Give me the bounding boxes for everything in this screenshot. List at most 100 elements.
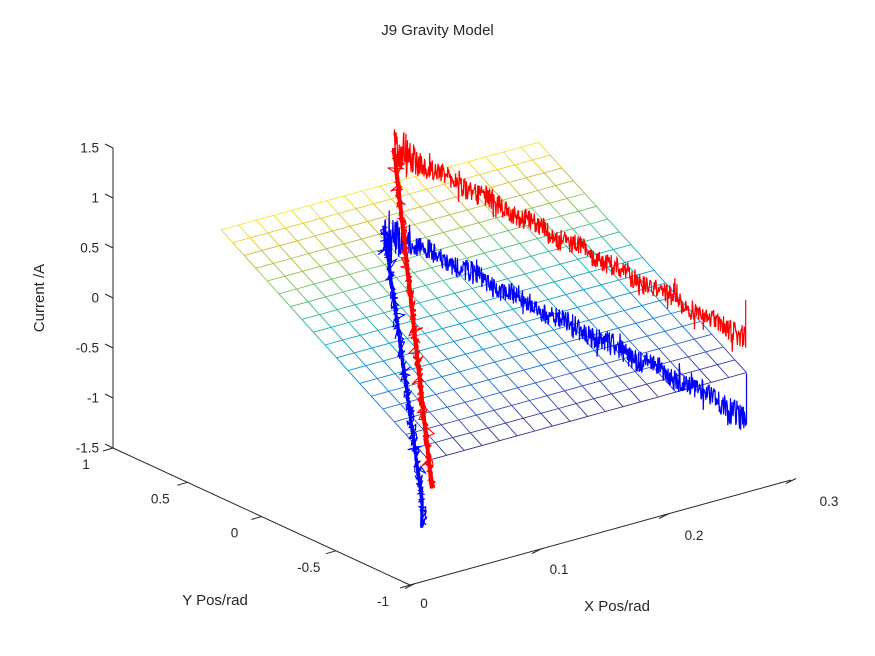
mesh-col-segment — [594, 350, 607, 364]
mesh-col-segment — [470, 384, 483, 398]
mesh-col-segment — [454, 292, 467, 307]
tick-labels: 1.510.50-0.5-1-1.510.50-0.5-1 00.10.20.3 — [76, 141, 839, 612]
mesh-col-segment — [308, 205, 322, 219]
mesh-col-segment — [612, 249, 626, 263]
mesh-col-segment — [560, 263, 573, 278]
mesh-col-segment — [429, 411, 442, 426]
mesh-col-segment — [418, 350, 431, 365]
y-axis-label: Y Pos/rad — [182, 592, 248, 609]
mesh-col-segment — [418, 302, 432, 317]
mesh-col-segment — [447, 358, 460, 373]
mesh-col-segment — [482, 397, 495, 411]
mesh-col-segment — [378, 281, 391, 296]
y-tick — [325, 550, 336, 555]
mesh-col-segment — [578, 210, 591, 225]
x-tick — [531, 548, 543, 554]
mesh-col-segment — [348, 322, 361, 336]
mesh-col-segment — [448, 310, 461, 325]
mesh-col-segment — [477, 318, 490, 333]
mesh-col-segment — [561, 167, 574, 182]
mesh-col-segment — [513, 260, 526, 275]
axes — [102, 143, 797, 589]
z-tick — [104, 343, 114, 349]
mesh-col-segment — [611, 393, 624, 408]
trace-steep-fuzz — [387, 151, 437, 488]
mesh-col-segment — [500, 344, 513, 358]
mesh-col-segment — [314, 235, 327, 250]
mesh-col-segment — [566, 198, 580, 212]
mesh-col-segment — [549, 154, 563, 169]
mesh-col-segment — [525, 225, 538, 239]
mesh-col-segment — [377, 330, 390, 344]
mesh-col-segment — [319, 266, 333, 280]
mesh-col-segment — [693, 338, 707, 353]
mesh-col-segment — [634, 371, 648, 385]
mesh-col-segment — [442, 328, 455, 342]
mesh-col-segment — [261, 250, 274, 264]
mesh-col-segment — [319, 314, 332, 328]
mesh-col-segment — [629, 292, 643, 306]
mesh-col-segment — [431, 267, 444, 281]
mesh-col-segment — [336, 357, 349, 371]
mesh-col-segment — [296, 288, 309, 303]
mesh-col-segment — [464, 401, 477, 416]
y-tick-label: 0.5 — [151, 491, 170, 506]
mesh-col-segment — [313, 283, 326, 298]
mesh-col-segment — [471, 288, 485, 302]
z-tick — [104, 443, 114, 449]
mesh-col-segment — [354, 304, 367, 318]
mesh-col-segment — [266, 280, 280, 295]
mesh-col-segment — [372, 251, 385, 266]
mesh-col-segment — [490, 235, 503, 249]
mesh-col-segment — [646, 383, 659, 398]
mesh-col-segment — [528, 400, 542, 414]
mesh-col-segment — [337, 261, 350, 275]
mesh-col-segment — [495, 265, 508, 280]
mesh-col-segment — [383, 360, 396, 375]
mesh-col-segment — [343, 243, 356, 258]
mesh-col-segment — [331, 230, 345, 245]
mesh-col-segment — [642, 257, 655, 271]
mesh-col-segment — [572, 180, 586, 194]
mesh-col-segment — [465, 353, 478, 368]
mesh-col-segment — [593, 398, 606, 412]
mesh-col-segment — [711, 333, 724, 348]
mesh-col-segment — [518, 339, 531, 353]
mesh-col-segment — [605, 363, 618, 377]
mesh-col-segment — [431, 219, 444, 233]
mesh-col-segment — [458, 419, 471, 434]
mesh-col-segment — [628, 388, 641, 403]
mesh-col-segment — [547, 347, 560, 361]
trace-sweep-segment — [393, 129, 747, 352]
z-tick — [104, 393, 114, 399]
x-tick-label: 0.1 — [550, 562, 569, 577]
mesh-col-segment — [446, 406, 460, 421]
mesh-col-segment — [452, 389, 466, 403]
mesh-col-segment — [359, 383, 372, 397]
mesh-col-segment — [425, 285, 438, 299]
mesh-col-segment — [473, 191, 486, 206]
mesh-col-segment — [522, 417, 536, 432]
mesh-col-segment — [499, 392, 513, 406]
x-axis-label: X Pos/rad — [584, 598, 650, 615]
mesh-col-segment — [571, 276, 584, 291]
mesh-col-segment — [324, 344, 337, 359]
mesh-col-segment — [570, 372, 583, 387]
mesh-col-segment — [255, 267, 268, 282]
mesh-col-segment — [320, 217, 333, 232]
mesh-col-segment — [406, 386, 419, 400]
mesh-col-segment — [664, 330, 677, 345]
mesh-col-segment — [325, 296, 338, 311]
mesh-col-segment — [572, 228, 585, 242]
mesh-col-segment — [653, 269, 666, 284]
mesh-col-segment — [442, 280, 455, 294]
mesh-col-segment — [437, 201, 451, 216]
mesh-col-segment — [347, 370, 360, 384]
trace-sweep-segment — [383, 210, 748, 430]
mesh-col-segment — [511, 356, 525, 371]
mesh-col-segment — [599, 380, 612, 395]
mesh-col-segment — [301, 319, 314, 333]
mesh-col-segment — [420, 206, 433, 220]
mesh-col-segment — [272, 263, 286, 277]
